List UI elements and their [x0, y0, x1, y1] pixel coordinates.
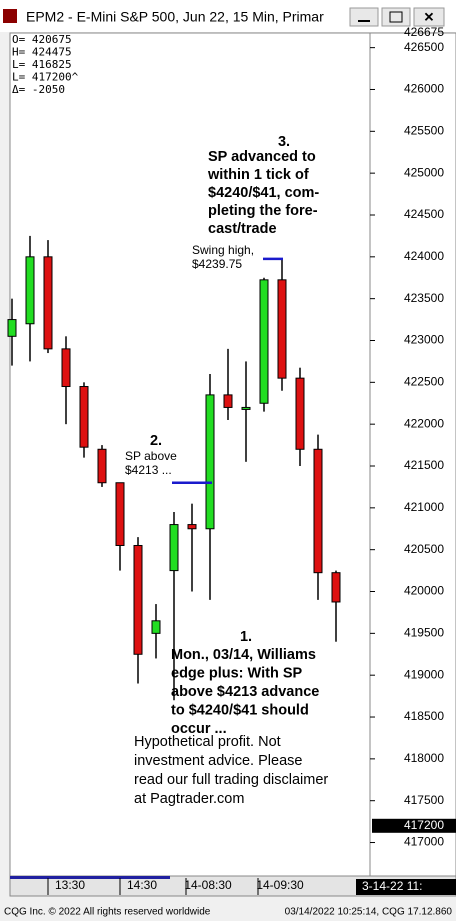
candle-body	[295, 377, 305, 450]
y-tick-label: 423500	[404, 291, 444, 305]
y-tick-label: 426000	[404, 82, 444, 96]
note-line: SP advanced to	[208, 149, 316, 165]
x-tick-label: 14-09:30	[256, 878, 304, 892]
candle-body	[151, 620, 161, 634]
x-tick-label: 14:30	[127, 878, 157, 892]
time-axis-panel	[9, 875, 456, 897]
note-line: cast/trade	[208, 221, 277, 237]
plot-area	[9, 32, 371, 877]
footer-right: 03/14/2022 10:25:14, CQG 17.12.860	[285, 907, 453, 918]
candle-body	[169, 524, 179, 572]
swing-label: Swing high,	[192, 243, 254, 257]
info-line: L= 416825	[12, 58, 72, 71]
candle-body	[133, 544, 143, 655]
window-title: EPM2 - E-Mini S&P 500, Jun 22, 15 Min, P…	[26, 9, 324, 25]
note-number: 1.	[240, 629, 252, 645]
candle-body	[223, 394, 233, 408]
candle-body	[61, 348, 71, 388]
candle-body	[115, 482, 125, 546]
minimize-button[interactable]	[349, 7, 379, 27]
y-tick-label: 426500	[404, 40, 444, 54]
info-line: H= 424475	[12, 46, 72, 59]
y-tick-label: 419000	[404, 667, 444, 681]
note-line: SP above	[125, 449, 177, 463]
note-line: occur ...	[171, 721, 227, 737]
candle-body	[187, 524, 197, 530]
disclaimer-line: Hypothetical profit. Not	[134, 734, 281, 750]
price-axis-panel	[369, 32, 456, 877]
swing-label: $4239.75	[192, 257, 242, 271]
x-tick-label: 14-08:30	[184, 878, 232, 892]
candle-body	[79, 386, 89, 448]
candle-body	[97, 448, 107, 484]
y-tick-label: 417000	[404, 835, 444, 849]
note-line: $4240/$41, com-	[208, 185, 319, 201]
y-tick-label: 425000	[404, 165, 444, 179]
title-bar	[0, 0, 456, 32]
y-tick-label: 422000	[404, 416, 444, 430]
candle-body	[241, 406, 251, 410]
y-tick-label: 420000	[404, 584, 444, 598]
y-tick-label: 417500	[404, 793, 444, 807]
candle-body	[205, 394, 215, 530]
y-tick-label: 424000	[404, 249, 444, 263]
info-line: L= 417200^	[12, 71, 79, 84]
note-line: above $4213 advance	[171, 684, 319, 700]
disclaimer-line: at Pagtrader.com	[134, 791, 244, 807]
note-line: edge plus: With SP	[171, 665, 303, 681]
y-tick-label: 425500	[404, 123, 444, 137]
y-tick-label: 418000	[404, 751, 444, 765]
candle-body	[313, 448, 323, 574]
x-tick-label: 13:30	[55, 878, 85, 892]
candle-body	[331, 572, 341, 603]
last-price-label: 417200	[404, 818, 444, 832]
maximize-icon	[389, 11, 403, 23]
close-icon: ✕	[424, 9, 435, 24]
footer-left: CQG Inc. © 2022 All rights reserved worl…	[4, 907, 211, 918]
scroll-indicator	[10, 876, 170, 879]
note-line: Mon., 03/14, Williams	[171, 647, 316, 663]
y-tick-label: 418500	[404, 709, 444, 723]
note-number: 2.	[150, 433, 162, 449]
candle-body	[7, 319, 17, 337]
close-button[interactable]	[413, 7, 445, 27]
date-label: 3-14-22 11:	[362, 879, 423, 893]
plot: 417000 417500 418000 418500 419000 419500 4200…	[4, 25, 456, 918]
maximize-button[interactable]	[381, 7, 411, 27]
candle-body	[43, 256, 53, 350]
y-tick-label: 421000	[404, 500, 444, 514]
app-icon	[3, 9, 17, 23]
last-price-box	[372, 818, 456, 833]
info-line: Δ= -2050	[12, 83, 65, 96]
y-tick-label: 421500	[404, 458, 444, 472]
info-line: O= 420675	[12, 33, 72, 46]
disclaimer-line: read our full trading disclaimer	[134, 772, 328, 788]
candle-body	[259, 279, 269, 404]
candle-body	[25, 256, 35, 325]
note-line: pleting the fore-	[208, 203, 318, 219]
y-top-label: 426675	[404, 25, 444, 39]
y-tick-label: 419500	[404, 626, 444, 640]
disclaimer-line: investment advice. Please	[134, 753, 302, 769]
note-line: to $4240/$41 should	[171, 702, 309, 718]
y-tick-label: 423000	[404, 333, 444, 347]
note-line: $4213 ...	[125, 463, 172, 477]
y-tick-label: 424500	[404, 207, 444, 221]
candle-body	[277, 279, 287, 379]
y-tick-label: 420500	[404, 542, 444, 556]
y-tick-label: 422500	[404, 375, 444, 389]
note-line: within 1 tick of	[207, 167, 309, 183]
note-number: 3.	[278, 134, 290, 150]
date-box	[356, 879, 456, 895]
